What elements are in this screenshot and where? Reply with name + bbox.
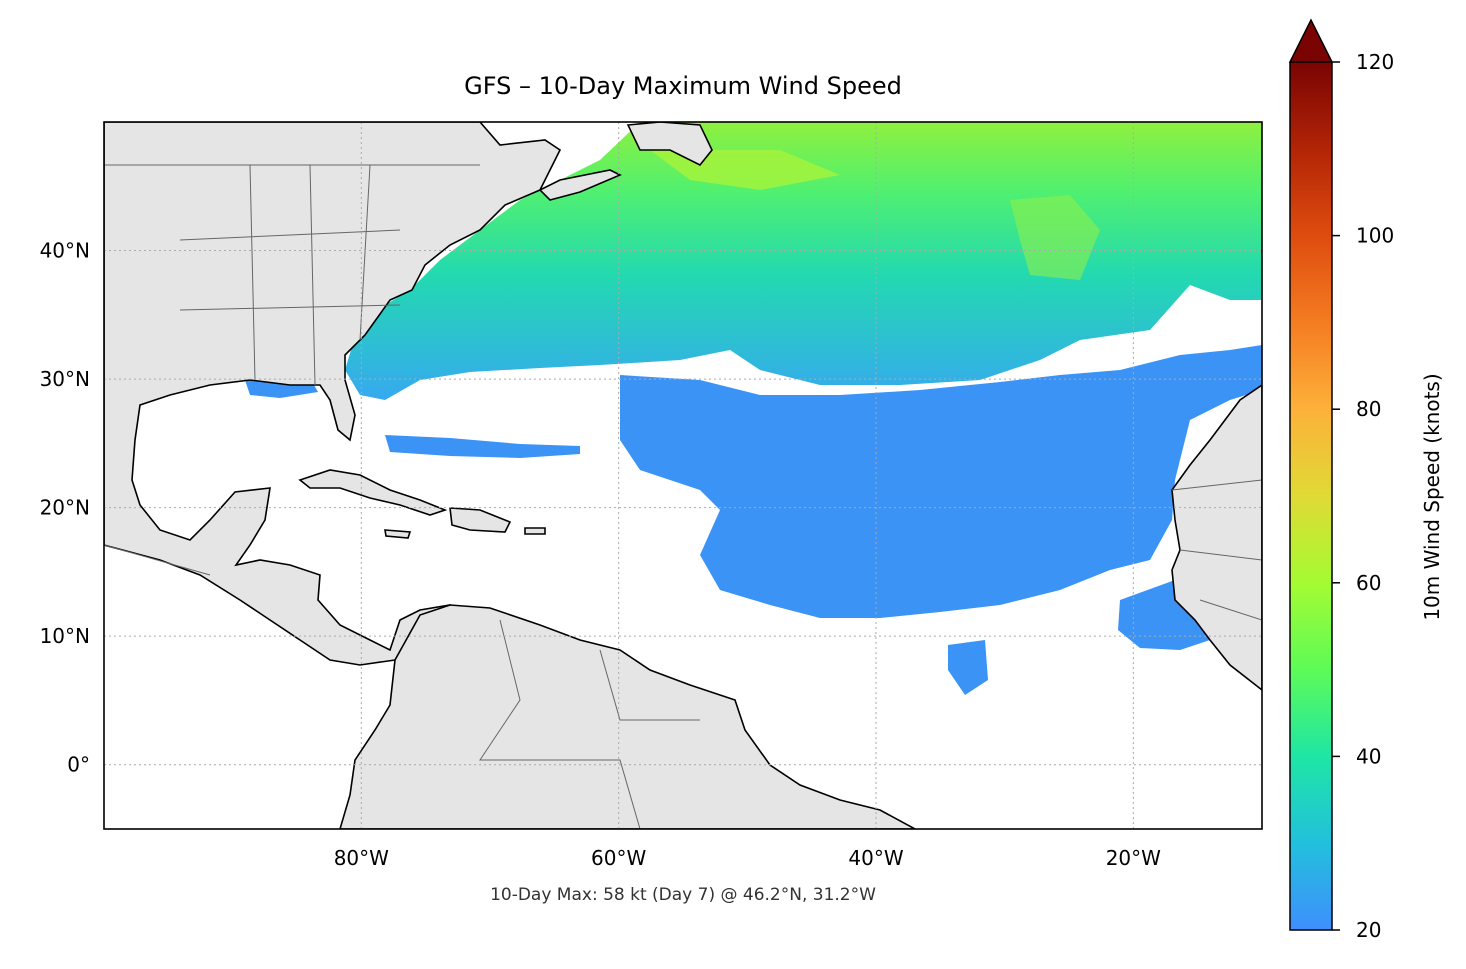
colorbar-extend-arrow: [1288, 18, 1334, 63]
border-line: [179, 304, 401, 311]
border-line: [479, 619, 641, 829]
colorbar-tick-label: 60: [1356, 571, 1381, 595]
colorbar-gradient: [1290, 62, 1332, 930]
land-jamaica: [384, 529, 412, 539]
border-line: [309, 164, 316, 386]
colorbar: 20 40 60 80 100 120: [1288, 18, 1394, 942]
border-line: [359, 164, 371, 341]
lon-tick-label: 20°W: [1106, 846, 1161, 870]
wind-field-small-patch: [948, 640, 988, 695]
lat-tick-label: 20°N: [40, 496, 90, 520]
wind-field-central-atlantic: [620, 345, 1262, 618]
colorbar-tick-label: 40: [1356, 744, 1381, 768]
map-area: [104, 122, 1262, 829]
land-south-america: [339, 604, 916, 829]
border-line: [1171, 479, 1262, 491]
lon-tick-label: 40°W: [848, 846, 903, 870]
land-nova-scotia: [538, 169, 622, 201]
land-cuba: [298, 469, 448, 516]
border-line: [1179, 549, 1262, 561]
border-line: [249, 164, 256, 381]
borders: [104, 164, 1262, 829]
lon-tick-label: 80°W: [334, 846, 389, 870]
wind-field-caribbean-plume: [385, 435, 580, 458]
lat-tick-label: 0°: [67, 753, 90, 777]
map-frame: [103, 121, 1263, 830]
map-title: GFS – 10-Day Maximum Wind Speed: [464, 72, 902, 100]
colorbar-tick-label: 100: [1356, 224, 1394, 248]
colorbar-frame: [1289, 62, 1333, 931]
land-puerto-rico: [524, 527, 546, 535]
max-wind-footnote: 10-Day Max: 58 kt (Day 7) @ 46.2°N, 31.2…: [490, 885, 876, 905]
colorbar-label: 10m Wind Speed (knots): [1420, 373, 1444, 621]
wind-field-jet-streak: [1010, 195, 1100, 280]
land: [104, 122, 1262, 829]
land-hispaniola: [449, 507, 512, 533]
colorbar-tick-label: 120: [1356, 50, 1394, 74]
lat-tick-label: 30°N: [40, 367, 90, 391]
border-line: [104, 544, 211, 576]
colorbar-tick-label: 80: [1356, 397, 1381, 421]
border-line: [599, 649, 700, 721]
colorbar-ticks: 20 40 60 80 100 120: [1332, 50, 1394, 942]
lat-tick-label: 40°N: [40, 239, 90, 263]
border-line: [179, 229, 401, 241]
border-line: [1199, 599, 1262, 621]
gridlines: [104, 122, 1262, 829]
colorbar-tick-label: 20: [1356, 918, 1381, 942]
lon-tick-labels: 80°W 60°W 40°W 20°W: [334, 846, 1161, 870]
lat-tick-labels: 40°N 30°N 20°N 10°N 0°: [40, 239, 90, 777]
lat-tick-label: 10°N: [40, 624, 90, 648]
lon-tick-label: 60°W: [591, 846, 646, 870]
